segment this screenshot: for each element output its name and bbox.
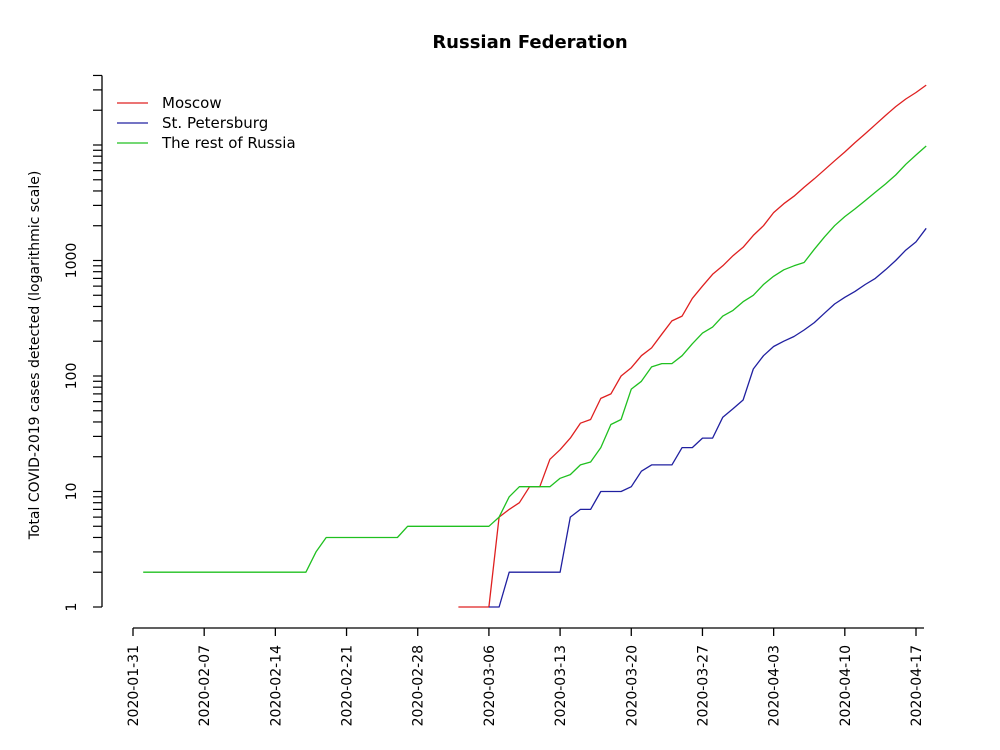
y-tick-label: 10 [64, 483, 80, 501]
legend-label: Moscow [162, 94, 222, 112]
y-tick-label: 100 [64, 363, 80, 390]
x-tick-label: 2020-03-13 [553, 645, 569, 726]
series-layer [143, 84, 927, 608]
legend-label: St. Petersburg [162, 114, 268, 132]
x-tick-label: 2020-03-20 [624, 645, 640, 726]
x-tick-label: 2020-04-10 [838, 645, 854, 726]
y-tick-label: 1000 [64, 243, 80, 279]
x-tick-label: 2020-02-07 [197, 645, 213, 726]
x-tick-label: 2020-04-17 [909, 645, 925, 726]
series-line [488, 227, 927, 608]
x-tick-label: 2020-03-06 [482, 645, 498, 726]
y-axis: 1 10 100 1000 [64, 74, 103, 612]
x-axis: 2020-01-31 2020-02-07 2020-02-14 2020-02-21… [126, 627, 925, 726]
y-axis-label: Total COVID-2019 cases detected (logarit… [27, 171, 43, 541]
x-tick-label: 2020-01-31 [126, 645, 142, 726]
series-line [143, 145, 927, 573]
chart-title: Russian Federation [432, 32, 627, 53]
series-line [458, 84, 927, 608]
legend: Moscow St. Petersburg The rest of Russia [117, 94, 296, 152]
x-tick-label: 2020-03-27 [695, 645, 711, 726]
legend-label: The rest of Russia [161, 134, 296, 152]
x-tick-label: 2020-04-03 [767, 645, 783, 726]
x-tick-label: 2020-02-21 [340, 645, 356, 726]
x-tick-label: 2020-02-28 [411, 645, 427, 726]
y-tick-label: 1 [64, 603, 80, 612]
x-tick-label: 2020-02-14 [268, 645, 284, 726]
